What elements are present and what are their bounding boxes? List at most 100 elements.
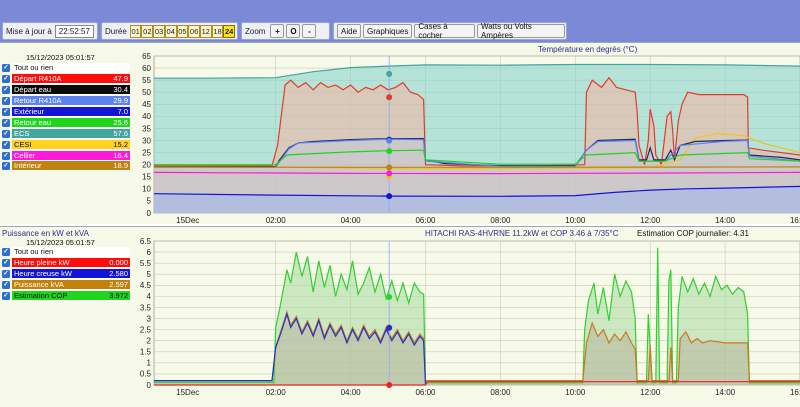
temperature-legend-row[interactable]: ✓ Départ R410A 47.9	[2, 74, 130, 85]
y-tick-label: 25	[142, 148, 151, 157]
checkbox-icon[interactable]: ✓	[2, 292, 10, 300]
temperature-legend: ✓ Tout ou rien ✓ Départ R410A 47.9 ✓ Départ ea…	[2, 63, 130, 172]
checkbox-icon[interactable]: ✓	[2, 108, 10, 116]
series-marker	[386, 70, 393, 77]
y-tick-label: 35	[142, 124, 151, 133]
zoom-group: Zoom + O -	[241, 22, 330, 40]
y-tick-label: 45	[142, 100, 151, 109]
refresh-time-field[interactable]: 22:52:57	[54, 24, 94, 38]
graphs-button[interactable]: Graphiques	[363, 24, 413, 38]
checkbox-icon[interactable]: ✓	[2, 162, 10, 171]
temperature-legend-value: 57.6	[113, 128, 128, 138]
series-line	[154, 137, 800, 168]
y-tick-label: 2.5	[140, 325, 152, 334]
temperature-legend-value: 18.9	[113, 161, 128, 171]
series-marker	[386, 148, 393, 155]
checkbox-icon[interactable]: ✓	[2, 248, 10, 257]
series-marker	[386, 324, 393, 331]
temperature-legend-row[interactable]: ✓ Retour R410A 29.9	[2, 96, 130, 107]
duration-03-button[interactable]: 03	[153, 24, 165, 38]
checkbox-icon[interactable]: ✓	[2, 281, 10, 290]
power-legend-value: 0.000	[109, 258, 128, 268]
zoom-out-button[interactable]: -	[302, 24, 317, 38]
series-marker	[386, 193, 393, 200]
checkbox-icon[interactable]: ✓	[2, 64, 10, 73]
zoom-label: Zoom	[245, 26, 266, 36]
temperature-legend-value: 16.4	[113, 150, 128, 160]
temperature-legend-label: Retour eau	[14, 117, 52, 127]
checkbox-icon[interactable]: ✓	[2, 259, 10, 268]
y-tick-label: 30	[142, 136, 151, 145]
checkbox-icon[interactable]: ✓	[2, 140, 10, 149]
duration-05-button[interactable]: 05	[176, 24, 189, 38]
temperature-legend-row[interactable]: ✓ Cellier 16.4	[2, 150, 130, 161]
checkbox-icon[interactable]: ✓	[2, 129, 10, 138]
power-legend-date: 15/12/2023 05:01:57	[26, 238, 95, 247]
power-legend-row[interactable]: ✓ Heure creuse kW 2.580	[2, 269, 130, 280]
y-tick-label: 6	[147, 248, 152, 257]
y-tick-label: 5.5	[140, 259, 152, 268]
temperature-legend-row[interactable]: ✓ Retour eau 25.6	[2, 117, 130, 128]
temperature-legend-value: 30.4	[113, 85, 128, 95]
series-line	[154, 312, 427, 386]
power-chart-subtitle: HITACHI RAS-4HVRNE 11.2kW et COP 3.46 à …	[425, 229, 619, 238]
series-area	[154, 186, 800, 213]
temperature-legend-row[interactable]: ✓ Tout ou rien	[2, 63, 130, 74]
duration-24-button[interactable]: 24	[223, 24, 235, 38]
power-legend-label: Tout ou rien	[14, 247, 54, 257]
x-tick-label: 16:00	[790, 388, 800, 397]
power-chart[interactable]: 0 0.5 1 1.5 2 2.5 3 3.5 4 4.5 5 5.5 6 6.5 15Dec 02:00 04…	[0, 227, 800, 407]
y-tick-label: 50	[142, 88, 151, 97]
temperature-panel: Température en degrés (°C) 15/12/2023 05…	[0, 42, 800, 225]
watts-volts-button[interactable]: Watts ou Volts Ampères	[476, 22, 565, 40]
series-marker	[386, 164, 393, 171]
power-legend: ✓ Tout ou rien ✓ Heure pleine kW 0.000 ✓ Heure…	[2, 247, 130, 301]
temperature-legend-value: 29.9	[113, 96, 128, 106]
zoom-in-button[interactable]: +	[270, 24, 285, 38]
duration-02-button[interactable]: 02	[141, 24, 154, 38]
checkbox-icon[interactable]: ✓	[2, 151, 10, 160]
zoom-reset-button[interactable]: O	[286, 24, 301, 38]
checkbox-icon[interactable]: ✓	[2, 75, 10, 84]
checkbox-icon[interactable]: ✓	[2, 86, 10, 95]
checkboxes-button[interactable]: Cases à cocher	[414, 22, 475, 40]
power-legend-row[interactable]: ✓ Tout ou rien	[2, 247, 130, 258]
duration-04-button[interactable]: 04	[164, 24, 177, 38]
temperature-legend-row[interactable]: ✓ CESI 15.2	[2, 139, 130, 150]
x-tick-label: 02:00	[266, 388, 287, 397]
power-legend-row[interactable]: ✓ Puissance kVA 2.597	[2, 280, 130, 291]
x-tick-label: 04:00	[341, 388, 362, 397]
temperature-chart[interactable]: 0 5 10 15 20 25 30 35 40 45 50 55 60 65 15Dec 02:00 04:0…	[0, 43, 800, 225]
y-tick-label: 10	[142, 185, 151, 194]
checkbox-icon[interactable]: ✓	[2, 270, 10, 279]
power-legend-row[interactable]: ✓ Estimation COP 3.972	[2, 291, 130, 302]
help-button[interactable]: Aide	[337, 24, 362, 38]
toolbar: Mise à jour à 22:52:57 Durée 01 02 03 04…	[0, 0, 800, 42]
power-legend-value: 3.972	[109, 291, 128, 300]
power-legend-label: Heure pleine kW	[14, 258, 70, 268]
power-legend-label: Heure creuse kW	[14, 269, 72, 279]
refresh-group: Mise à jour à 22:52:57	[2, 22, 98, 40]
duration-01-button[interactable]: 01	[129, 24, 142, 38]
power-legend-label: Puissance kVA	[14, 280, 64, 290]
duration-12-button[interactable]: 12	[199, 24, 212, 38]
power-legend-row[interactable]: ✓ Heure pleine kW 0.000	[2, 258, 130, 269]
y-tick-label: 40	[142, 112, 151, 121]
y-tick-label: 2	[147, 336, 152, 345]
temperature-legend-row[interactable]: ✓ Extérieur 7.0	[2, 107, 130, 118]
temperature-legend-row[interactable]: ✓ ECS 57.6	[2, 128, 130, 139]
x-tick-label: 08:00	[490, 388, 511, 397]
duration-06-button[interactable]: 06	[188, 24, 200, 38]
y-tick-label: 6.5	[140, 237, 152, 246]
power-legend-label: Estimation COP	[14, 291, 68, 300]
y-tick-label: 65	[142, 52, 151, 61]
x-tick-label: 15Dec	[176, 216, 199, 225]
y-tick-label: 1	[147, 359, 152, 368]
checkbox-icon[interactable]: ✓	[2, 97, 10, 106]
checkbox-icon[interactable]: ✓	[2, 118, 10, 127]
duration-18-button[interactable]: 18	[211, 24, 224, 38]
y-tick-label: 4.5	[140, 281, 152, 290]
temperature-legend-row[interactable]: ✓ Intérieur 18.9	[2, 161, 130, 172]
temperature-legend-row[interactable]: ✓ Départ eau 30.4	[2, 85, 130, 96]
temperature-legend-value: 25.6	[113, 117, 128, 127]
